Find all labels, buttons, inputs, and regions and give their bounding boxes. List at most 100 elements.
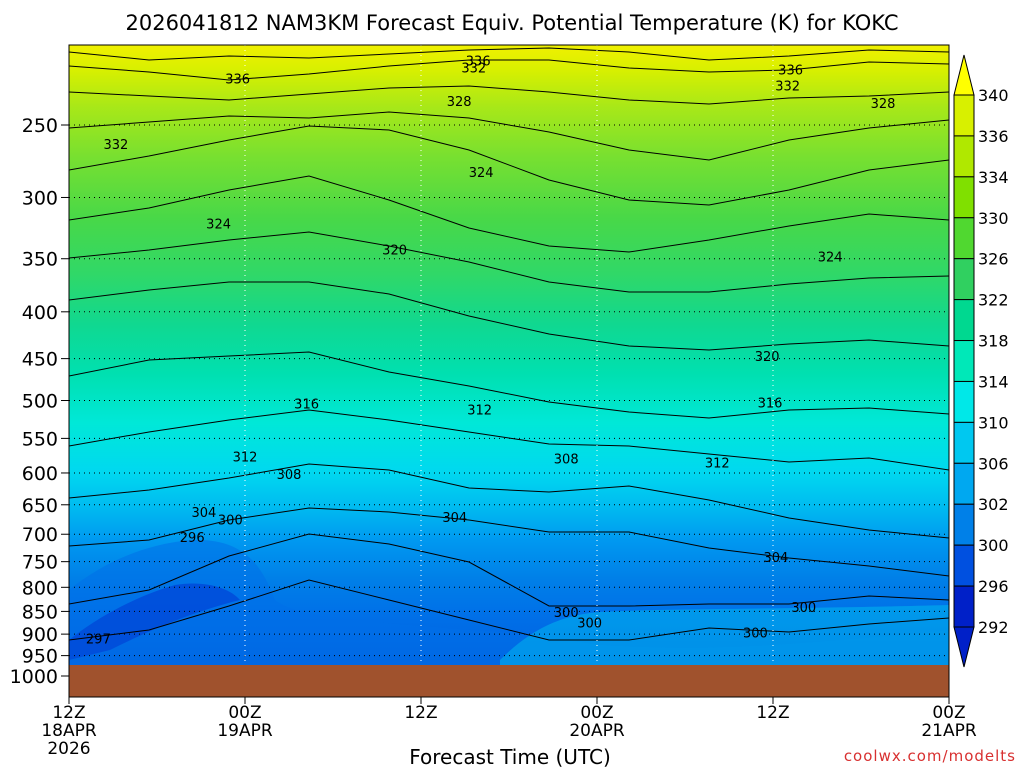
contour-label: 328 [447, 95, 472, 110]
contour-label: 324 [818, 251, 843, 266]
y-axis: 2503003504004505005506006507007508008509… [10, 115, 69, 688]
colorbar-swatch [953, 421, 975, 464]
contour-label: 300 [791, 601, 816, 616]
contour-label: 320 [755, 350, 780, 365]
low-level-coldest-region [69, 583, 240, 660]
colorbar-label: 336 [978, 127, 1009, 146]
colorbar-swatch [953, 217, 975, 260]
contour-label: 324 [206, 217, 231, 232]
y-tick-label: 450 [22, 349, 58, 371]
colorbar-label: 314 [978, 372, 1009, 391]
colorbar-swatch [953, 258, 975, 301]
contour-label: 312 [467, 404, 492, 419]
contour-label: 308 [277, 468, 302, 483]
y-tick-label: 850 [22, 601, 58, 623]
contour-label: 336 [466, 54, 491, 69]
contour-label: 300 [554, 606, 579, 621]
colorbar-label: 310 [978, 413, 1009, 432]
isentrope-line [69, 507, 949, 577]
contour-label: 312 [233, 450, 258, 465]
isentrope-line [69, 463, 949, 539]
y-tick-label: 650 [22, 495, 58, 517]
isentrope-line [69, 47, 949, 61]
x-tick-label: 12Z [756, 703, 789, 723]
isentrope-line [69, 175, 949, 253]
terrain-ground-layer [69, 665, 949, 697]
contour-label: 304 [192, 506, 217, 521]
y-tick-label: 400 [22, 302, 58, 324]
x-tick-label: 21APR [921, 721, 977, 741]
colorbar-swatch [953, 462, 975, 505]
contour-label: 336 [225, 73, 250, 88]
isentrope-contours [69, 47, 949, 641]
contour-label: 332 [775, 80, 800, 95]
isentrope-line [69, 351, 949, 419]
colorbar-swatch [953, 544, 975, 587]
contour-label: 332 [461, 62, 486, 77]
y-tick-label: 900 [22, 624, 58, 646]
contour-label: 328 [871, 97, 896, 112]
isentrope-line [69, 125, 949, 206]
contour-label: 336 [778, 64, 803, 79]
plot-area: 3363323363363323283283323243243203243203… [69, 45, 949, 665]
colorbar-label: 292 [978, 618, 1009, 637]
x-tick-label: 18APR [41, 721, 97, 741]
contour-label: 304 [442, 511, 467, 526]
x-tick-label: 2026 [47, 739, 90, 759]
y-tick-label: 950 [22, 646, 58, 668]
colorbar-label: 302 [978, 495, 1009, 514]
y-tick-label: 600 [22, 463, 58, 485]
colorbar: 340 336 334 330 326 322 318 314 310 306 302 300 296 2… [953, 54, 1009, 668]
contour-label: 300 [743, 627, 768, 642]
y-tick-label: 750 [22, 552, 58, 574]
colorbar-label: 306 [978, 454, 1009, 473]
contour-label: 300 [577, 616, 602, 631]
boundary-layer-warm-region [500, 605, 949, 665]
x-tick-label: 19APR [217, 721, 273, 741]
x-tick-label: 12Z [52, 703, 85, 723]
contour-label: 320 [382, 244, 407, 259]
y-tick-label: 300 [22, 187, 58, 209]
y-tick-label: 700 [22, 524, 58, 546]
y-tick-label: 1000 [10, 666, 58, 688]
colorbar-swatch [953, 503, 975, 546]
colorbar-label: 330 [978, 209, 1009, 228]
y-tick-label: 800 [22, 577, 58, 599]
colorbar-swatch [953, 135, 975, 178]
x-tick-label: 00Z [580, 703, 613, 723]
contour-label: 332 [104, 138, 129, 153]
colorbar-label: 296 [978, 577, 1009, 596]
x-tick-label: 20APR [569, 721, 625, 741]
colorbar-label: 326 [978, 250, 1009, 269]
colorbar-top-arrow [953, 54, 975, 96]
contour-label: 316 [758, 397, 783, 412]
y-tick-label: 500 [22, 391, 58, 413]
contour-label: 316 [294, 397, 319, 412]
colorbar-label: 340 [978, 86, 1009, 105]
x-tick-label: 00Z [228, 703, 261, 723]
colorbar-swatch [953, 380, 975, 423]
isentrope-line [69, 231, 949, 293]
chart-title: 2026041812 NAM3KM Forecast Equiv. Potent… [125, 11, 898, 35]
y-tick-label: 550 [22, 428, 58, 450]
grid-lines [69, 45, 949, 665]
x-axis-title: Forecast Time (UTC) [409, 745, 611, 768]
contour-label: 297 [86, 632, 111, 647]
x-tick-label: 12Z [404, 703, 437, 723]
contour-label: 308 [554, 452, 579, 467]
isentrope-line [69, 59, 949, 81]
contour-label: 304 [764, 551, 789, 566]
y-tick-label: 250 [22, 115, 58, 137]
colorbar-label: 334 [978, 168, 1009, 187]
isentrope-line [69, 281, 949, 351]
colorbar-label: 322 [978, 291, 1009, 310]
contour-label: 324 [469, 166, 494, 181]
colorbar-swatch [953, 299, 975, 342]
isentrope-line [69, 533, 949, 607]
colorbar-bottom-arrow [953, 626, 975, 668]
x-tick-label: 00Z [932, 703, 965, 723]
contour-label: 296 [180, 531, 205, 546]
colorbar-swatch [953, 340, 975, 382]
